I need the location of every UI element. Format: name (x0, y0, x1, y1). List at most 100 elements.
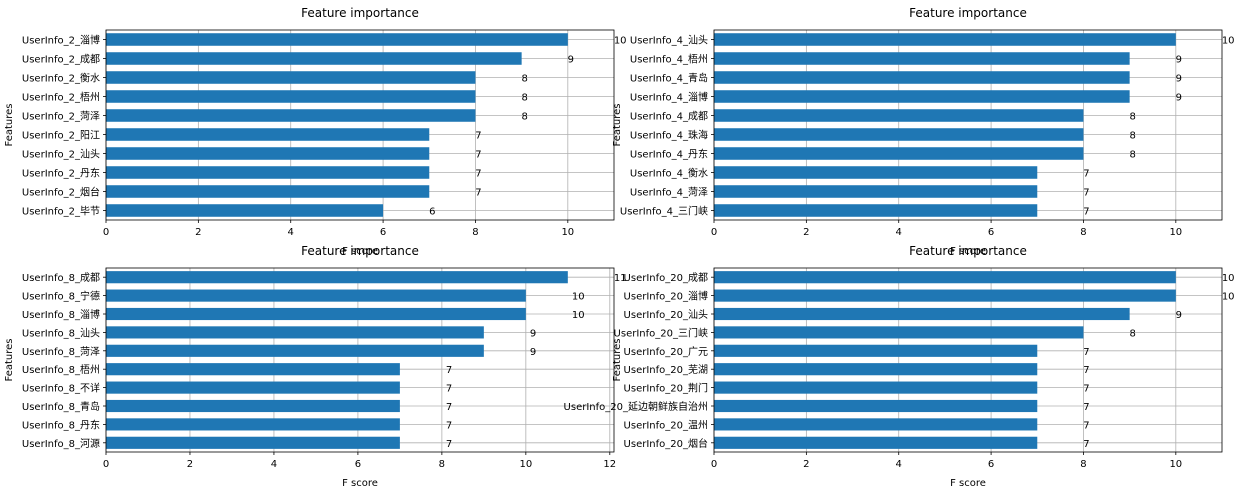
x-tick-label: 10 (1169, 459, 1182, 470)
data-label: 9 (1176, 93, 1182, 104)
x-tick-label: 8 (472, 227, 478, 238)
data-label: 9 (530, 347, 536, 358)
y-tick-label: UserInfo_4_三门峡 (620, 205, 708, 218)
y-tick-label: UserInfo_20_广元 (624, 346, 708, 358)
x-tick-label: 2 (195, 227, 201, 238)
data-label: 8 (1129, 328, 1135, 339)
x-tick-label: 4 (288, 227, 294, 238)
x-tick-label: 10 (519, 459, 532, 470)
y-tick-label: UserInfo_2_汕头 (22, 149, 100, 161)
y-tick-label: UserInfo_8_宁德 (22, 290, 100, 303)
bar (714, 33, 1176, 46)
bar (714, 128, 1084, 141)
bar (106, 289, 526, 302)
y-tick-label: UserInfo_4_珠海 (630, 129, 708, 142)
data-label: 10 (572, 292, 585, 303)
y-tick-label: UserInfo_2_烟台 (22, 186, 100, 199)
y-tick-label: UserInfo_20_汕头 (624, 309, 708, 321)
chart-panel-3: 0 2 4 6 8 10 12 UserInfo_8_成都 11 UserInfo_8_宁德 10 U… (4, 244, 627, 489)
bar (106, 418, 400, 431)
bar (106, 326, 484, 339)
y-tick-label: UserInfo_8_青岛 (22, 400, 100, 413)
bar (714, 185, 1038, 198)
y-tick-label: UserInfo_8_菏泽 (22, 346, 100, 358)
bar (714, 166, 1038, 179)
y-tick-label: UserInfo_20_延边朝鲜族自治州 (564, 400, 708, 413)
x-tick-label: 6 (355, 459, 361, 470)
data-label: 7 (1083, 402, 1089, 413)
data-label: 9 (1176, 55, 1182, 66)
data-label: 8 (521, 112, 527, 123)
data-label: 7 (475, 131, 481, 142)
chart-panel-1: 0 2 4 6 8 10 UserInfo_2_淄博 10 UserInfo_2_成都 9 User… (4, 6, 627, 257)
y-tick-label: UserInfo_2_丹东 (22, 167, 100, 180)
y-tick-label: UserInfo_20_荆门 (624, 382, 708, 395)
data-label: 10 (1222, 273, 1235, 284)
bar (714, 344, 1038, 357)
data-label: 9 (1176, 310, 1182, 321)
x-axis-label: F score (950, 246, 986, 257)
bar (106, 185, 430, 198)
x-tick-label: 6 (988, 227, 994, 238)
bar (714, 326, 1084, 339)
x-tick-label: 2 (803, 227, 809, 238)
bar (106, 204, 384, 217)
bar (106, 436, 400, 449)
y-tick-label: UserInfo_8_丹东 (22, 418, 100, 431)
bar (714, 307, 1130, 321)
data-label: 9 (568, 55, 574, 66)
y-tick-label: UserInfo_4_丹东 (630, 148, 708, 161)
bar (106, 128, 430, 141)
y-tick-label: UserInfo_20_烟台 (624, 437, 708, 450)
data-label: 10 (1222, 292, 1235, 303)
bar (106, 307, 526, 321)
bar (106, 381, 400, 394)
x-tick-label: 6 (988, 459, 994, 470)
data-label: 7 (446, 402, 452, 413)
data-label: 7 (446, 384, 452, 395)
data-label: 8 (1129, 112, 1135, 123)
y-tick-label: UserInfo_8_不详 (22, 382, 100, 395)
y-tick-label: UserInfo_4_淄博 (630, 91, 708, 104)
data-label: 7 (446, 365, 452, 376)
plot-frame (105, 267, 615, 453)
y-axis-label: Features (612, 339, 623, 382)
bar (714, 271, 1176, 284)
bar (106, 363, 400, 376)
y-tick-label: UserInfo_2_阳江 (22, 130, 100, 142)
data-label: 7 (1083, 420, 1089, 431)
bar (714, 71, 1130, 84)
data-label: 9 (530, 328, 536, 339)
chart-title: Feature importance (909, 6, 1027, 20)
data-label: 7 (1083, 169, 1089, 180)
y-tick-label: UserInfo_2_毕节 (22, 205, 100, 218)
data-label: 7 (1083, 439, 1089, 450)
x-tick-label: 12 (603, 459, 616, 470)
y-tick-label: UserInfo_4_菏泽 (630, 187, 708, 199)
x-tick-label: 10 (561, 227, 574, 238)
bar (106, 399, 400, 413)
y-tick-label: UserInfo_4_梧州 (630, 53, 708, 66)
y-tick-label: UserInfo_20_三门峡 (614, 326, 708, 339)
bar (714, 289, 1176, 302)
x-tick-label: 2 (187, 459, 193, 470)
bar (106, 90, 476, 103)
data-label: 8 (521, 93, 527, 104)
y-tick-label: UserInfo_4_成都 (630, 111, 708, 123)
bar (714, 363, 1038, 376)
plot-frame (105, 29, 615, 221)
bar (106, 33, 568, 46)
chart-title: Feature importance (301, 244, 419, 258)
x-axis-label: F score (342, 478, 378, 489)
data-label: 7 (1083, 365, 1089, 376)
y-tick-label: UserInfo_2_菏泽 (22, 111, 100, 123)
x-tick-label: 8 (439, 459, 445, 470)
data-label: 6 (429, 207, 435, 218)
bar (106, 271, 568, 284)
data-label: 7 (446, 439, 452, 450)
bar (106, 109, 476, 122)
data-label: 10 (1222, 36, 1235, 47)
data-label: 8 (521, 74, 527, 85)
